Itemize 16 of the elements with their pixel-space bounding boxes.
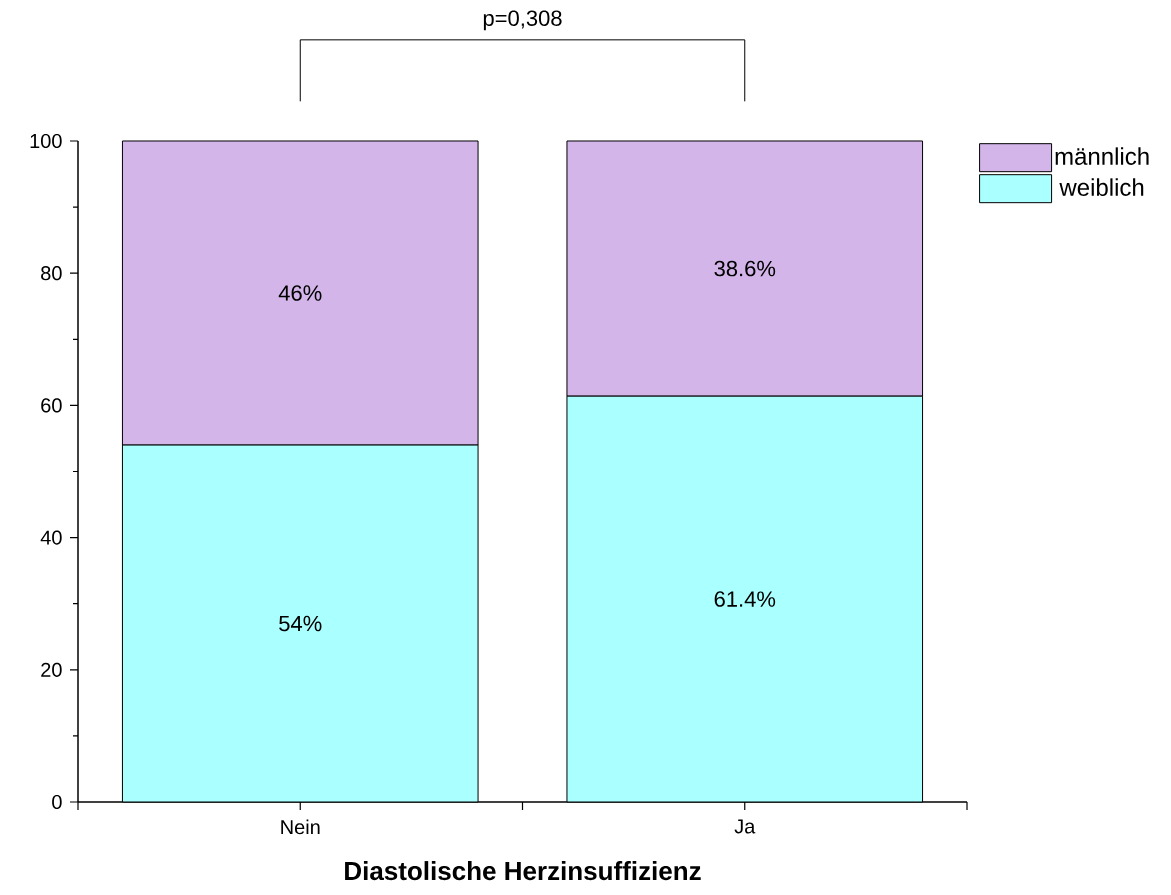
y-tick-label: 60	[41, 398, 62, 413]
data-label: 54%	[279, 615, 322, 632]
x-tick-label: Ja	[734, 819, 756, 834]
y-tick-label: 100	[30, 133, 62, 149]
x-tick-label: Nein	[281, 819, 320, 835]
legend-label: weiblich	[1059, 178, 1144, 196]
y-tick-label: 80	[41, 266, 62, 281]
text: p=0,308	[483, 10, 562, 31]
y-tick-label: 40	[40, 530, 62, 545]
data-label: 46%	[278, 285, 322, 301]
data-label: 61.4%	[714, 591, 776, 607]
x-axis-title: Diastolische Herzinsuffizienz	[345, 861, 701, 881]
y-tick-label: 20	[41, 662, 62, 677]
legend-label: männlich	[1055, 147, 1149, 165]
data-label: 38.6%	[714, 260, 776, 277]
y-tick-label: 0	[52, 794, 62, 810]
